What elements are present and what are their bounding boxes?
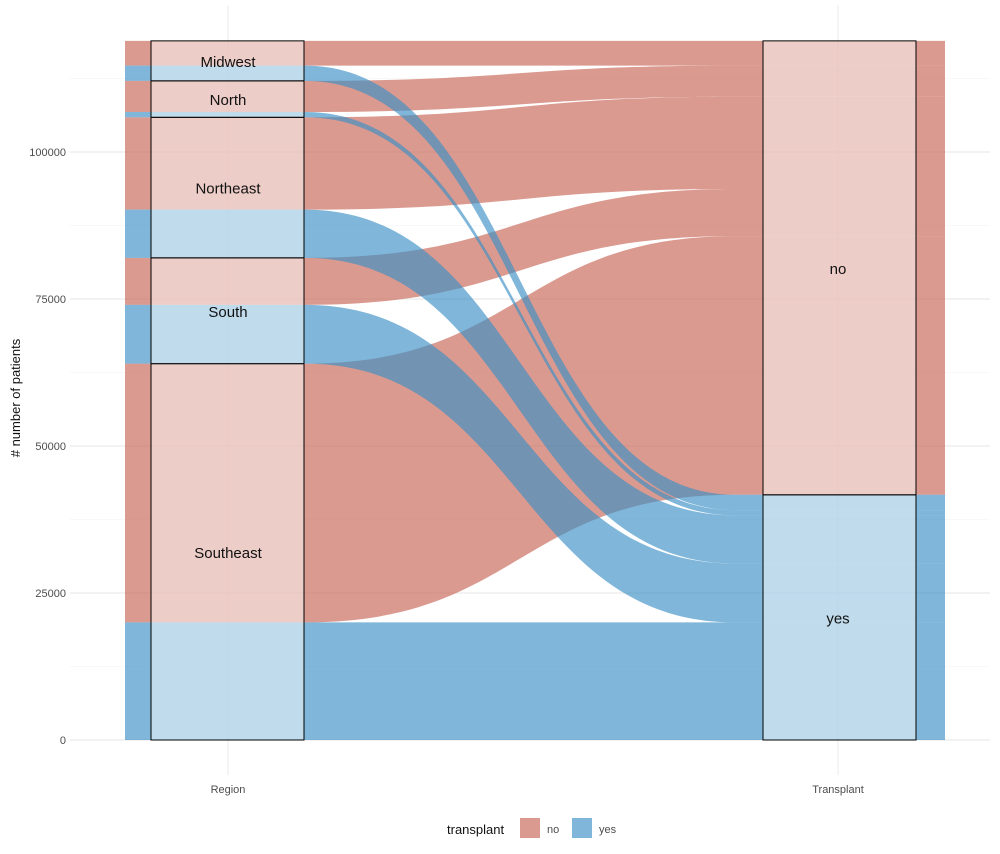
stratum-midwest (150, 40, 305, 82)
stratum-label: North (210, 92, 247, 109)
y-tick-label: 25000 (35, 588, 66, 600)
flow-north-no (125, 65, 945, 113)
stratum-yes (762, 494, 917, 741)
x-tick-label: Region (211, 784, 246, 796)
legend-label: no (547, 824, 559, 836)
flow-south-yes (125, 304, 945, 623)
legend-label: yes (599, 824, 617, 836)
stratum-label: Midwest (200, 54, 256, 71)
stratum-north (150, 80, 305, 118)
flow-northeast-yes (125, 209, 945, 564)
y-tick-label: 75000 (35, 294, 66, 306)
stratum-label: Southeast (194, 545, 262, 562)
x-tick-label: Transplant (812, 784, 864, 796)
stratum-label: Northeast (195, 181, 261, 198)
legend-key-no (520, 818, 540, 838)
stratum-no (762, 40, 917, 496)
stratum-label: no (830, 261, 847, 278)
flow-northeast-no (125, 96, 945, 210)
stratum-northeast (150, 116, 305, 259)
flow-south-no (125, 189, 945, 305)
legend-key-yes (572, 818, 592, 838)
legend-title: transplant (447, 822, 504, 837)
y-tick-label: 50000 (35, 441, 66, 453)
y-axis-title: # number of patients (8, 338, 23, 457)
stratum-label: South (208, 304, 247, 321)
flow-midwest-no (125, 40, 945, 66)
stratum-label: yes (826, 610, 849, 627)
y-tick-label: 100000 (29, 147, 66, 159)
y-tick-label: 0 (60, 735, 66, 747)
flow-southeast-yes (125, 622, 945, 740)
